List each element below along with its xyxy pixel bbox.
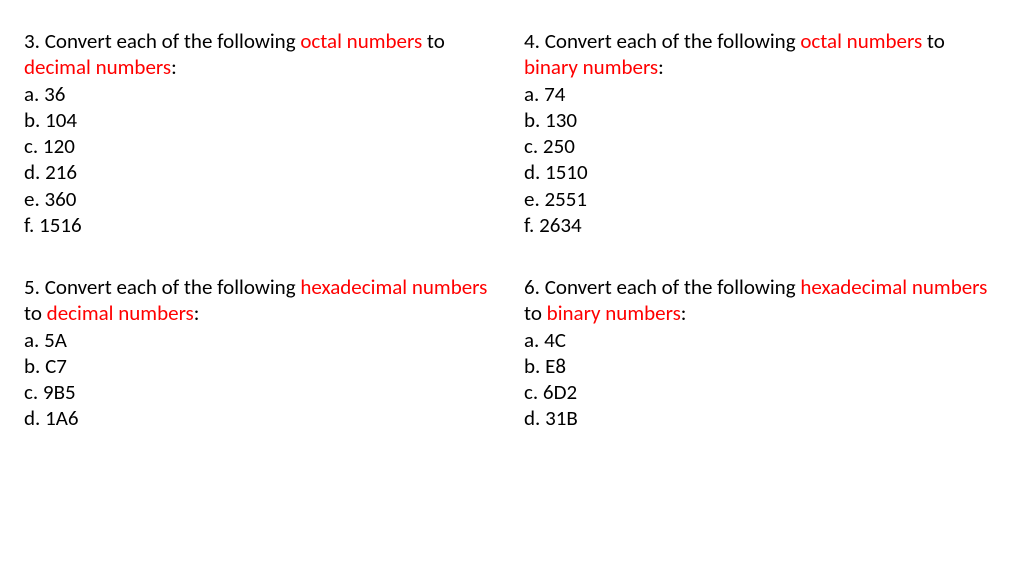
q6-item-a: a. 4C	[524, 327, 1000, 353]
question-6: 6. Convert each of the following hexadec…	[524, 274, 1000, 432]
q4-item-c: c. 250	[524, 133, 1000, 159]
q4-number: 4.	[524, 28, 540, 54]
question-6-prompt: 6. Convert each of the following hexadec…	[524, 274, 1000, 327]
q6-mid: to	[524, 300, 547, 326]
q4-post: :	[658, 54, 664, 80]
q4-item-f: f. 2634	[524, 212, 1000, 238]
q5-pre: Convert each of the following	[40, 274, 300, 300]
question-4: 4. Convert each of the following octal n…	[524, 28, 1000, 238]
q6-item-b: b. E8	[524, 353, 1000, 379]
q5-item-b: b. C7	[24, 353, 500, 379]
q4-pre: Convert each of the following	[540, 28, 800, 54]
q3-mid: to	[422, 28, 445, 54]
q5-item-a: a. 5A	[24, 327, 500, 353]
q5-number: 5.	[24, 274, 40, 300]
q5-highlight-2: decimal numbers	[47, 300, 194, 326]
q5-post: :	[194, 300, 200, 326]
worksheet-container: 3. Convert each of the following octal n…	[24, 28, 1000, 432]
q3-item-c: c. 120	[24, 133, 500, 159]
q6-pre: Convert each of the following	[540, 274, 800, 300]
q4-item-b: b. 130	[524, 107, 1000, 133]
q4-item-d: d. 1510	[524, 159, 1000, 185]
q3-pre: Convert each of the following	[40, 28, 300, 54]
question-4-prompt: 4. Convert each of the following octal n…	[524, 28, 1000, 81]
q5-highlight-1: hexadecimal numbers	[300, 274, 487, 300]
question-3-prompt: 3. Convert each of the following octal n…	[24, 28, 500, 81]
q3-item-e: e. 360	[24, 186, 500, 212]
question-5: 5. Convert each of the following hexadec…	[24, 274, 500, 432]
q3-item-b: b. 104	[24, 107, 500, 133]
q4-highlight-1: octal numbers	[800, 28, 922, 54]
question-3: 3. Convert each of the following octal n…	[24, 28, 500, 238]
q6-highlight-2: binary numbers	[547, 300, 681, 326]
q3-number: 3.	[24, 28, 40, 54]
q6-item-d: d. 31B	[524, 405, 1000, 431]
q3-highlight-2: decimal numbers	[24, 54, 171, 80]
q6-item-c: c. 6D2	[524, 379, 1000, 405]
q3-item-d: d. 216	[24, 159, 500, 185]
q4-item-a: a. 74	[524, 81, 1000, 107]
q3-item-f: f. 1516	[24, 212, 500, 238]
q5-item-c: c. 9B5	[24, 379, 500, 405]
q4-mid: to	[922, 28, 945, 54]
q3-post: :	[171, 54, 177, 80]
q5-item-d: d. 1A6	[24, 405, 500, 431]
q3-highlight-1: octal numbers	[300, 28, 422, 54]
q4-highlight-2: binary numbers	[524, 54, 658, 80]
q6-highlight-1: hexadecimal numbers	[800, 274, 987, 300]
q3-item-a: a. 36	[24, 81, 500, 107]
q4-item-e: e. 2551	[524, 186, 1000, 212]
q6-post: :	[681, 300, 687, 326]
q5-mid: to	[24, 300, 47, 326]
question-5-prompt: 5. Convert each of the following hexadec…	[24, 274, 500, 327]
q6-number: 6.	[524, 274, 540, 300]
